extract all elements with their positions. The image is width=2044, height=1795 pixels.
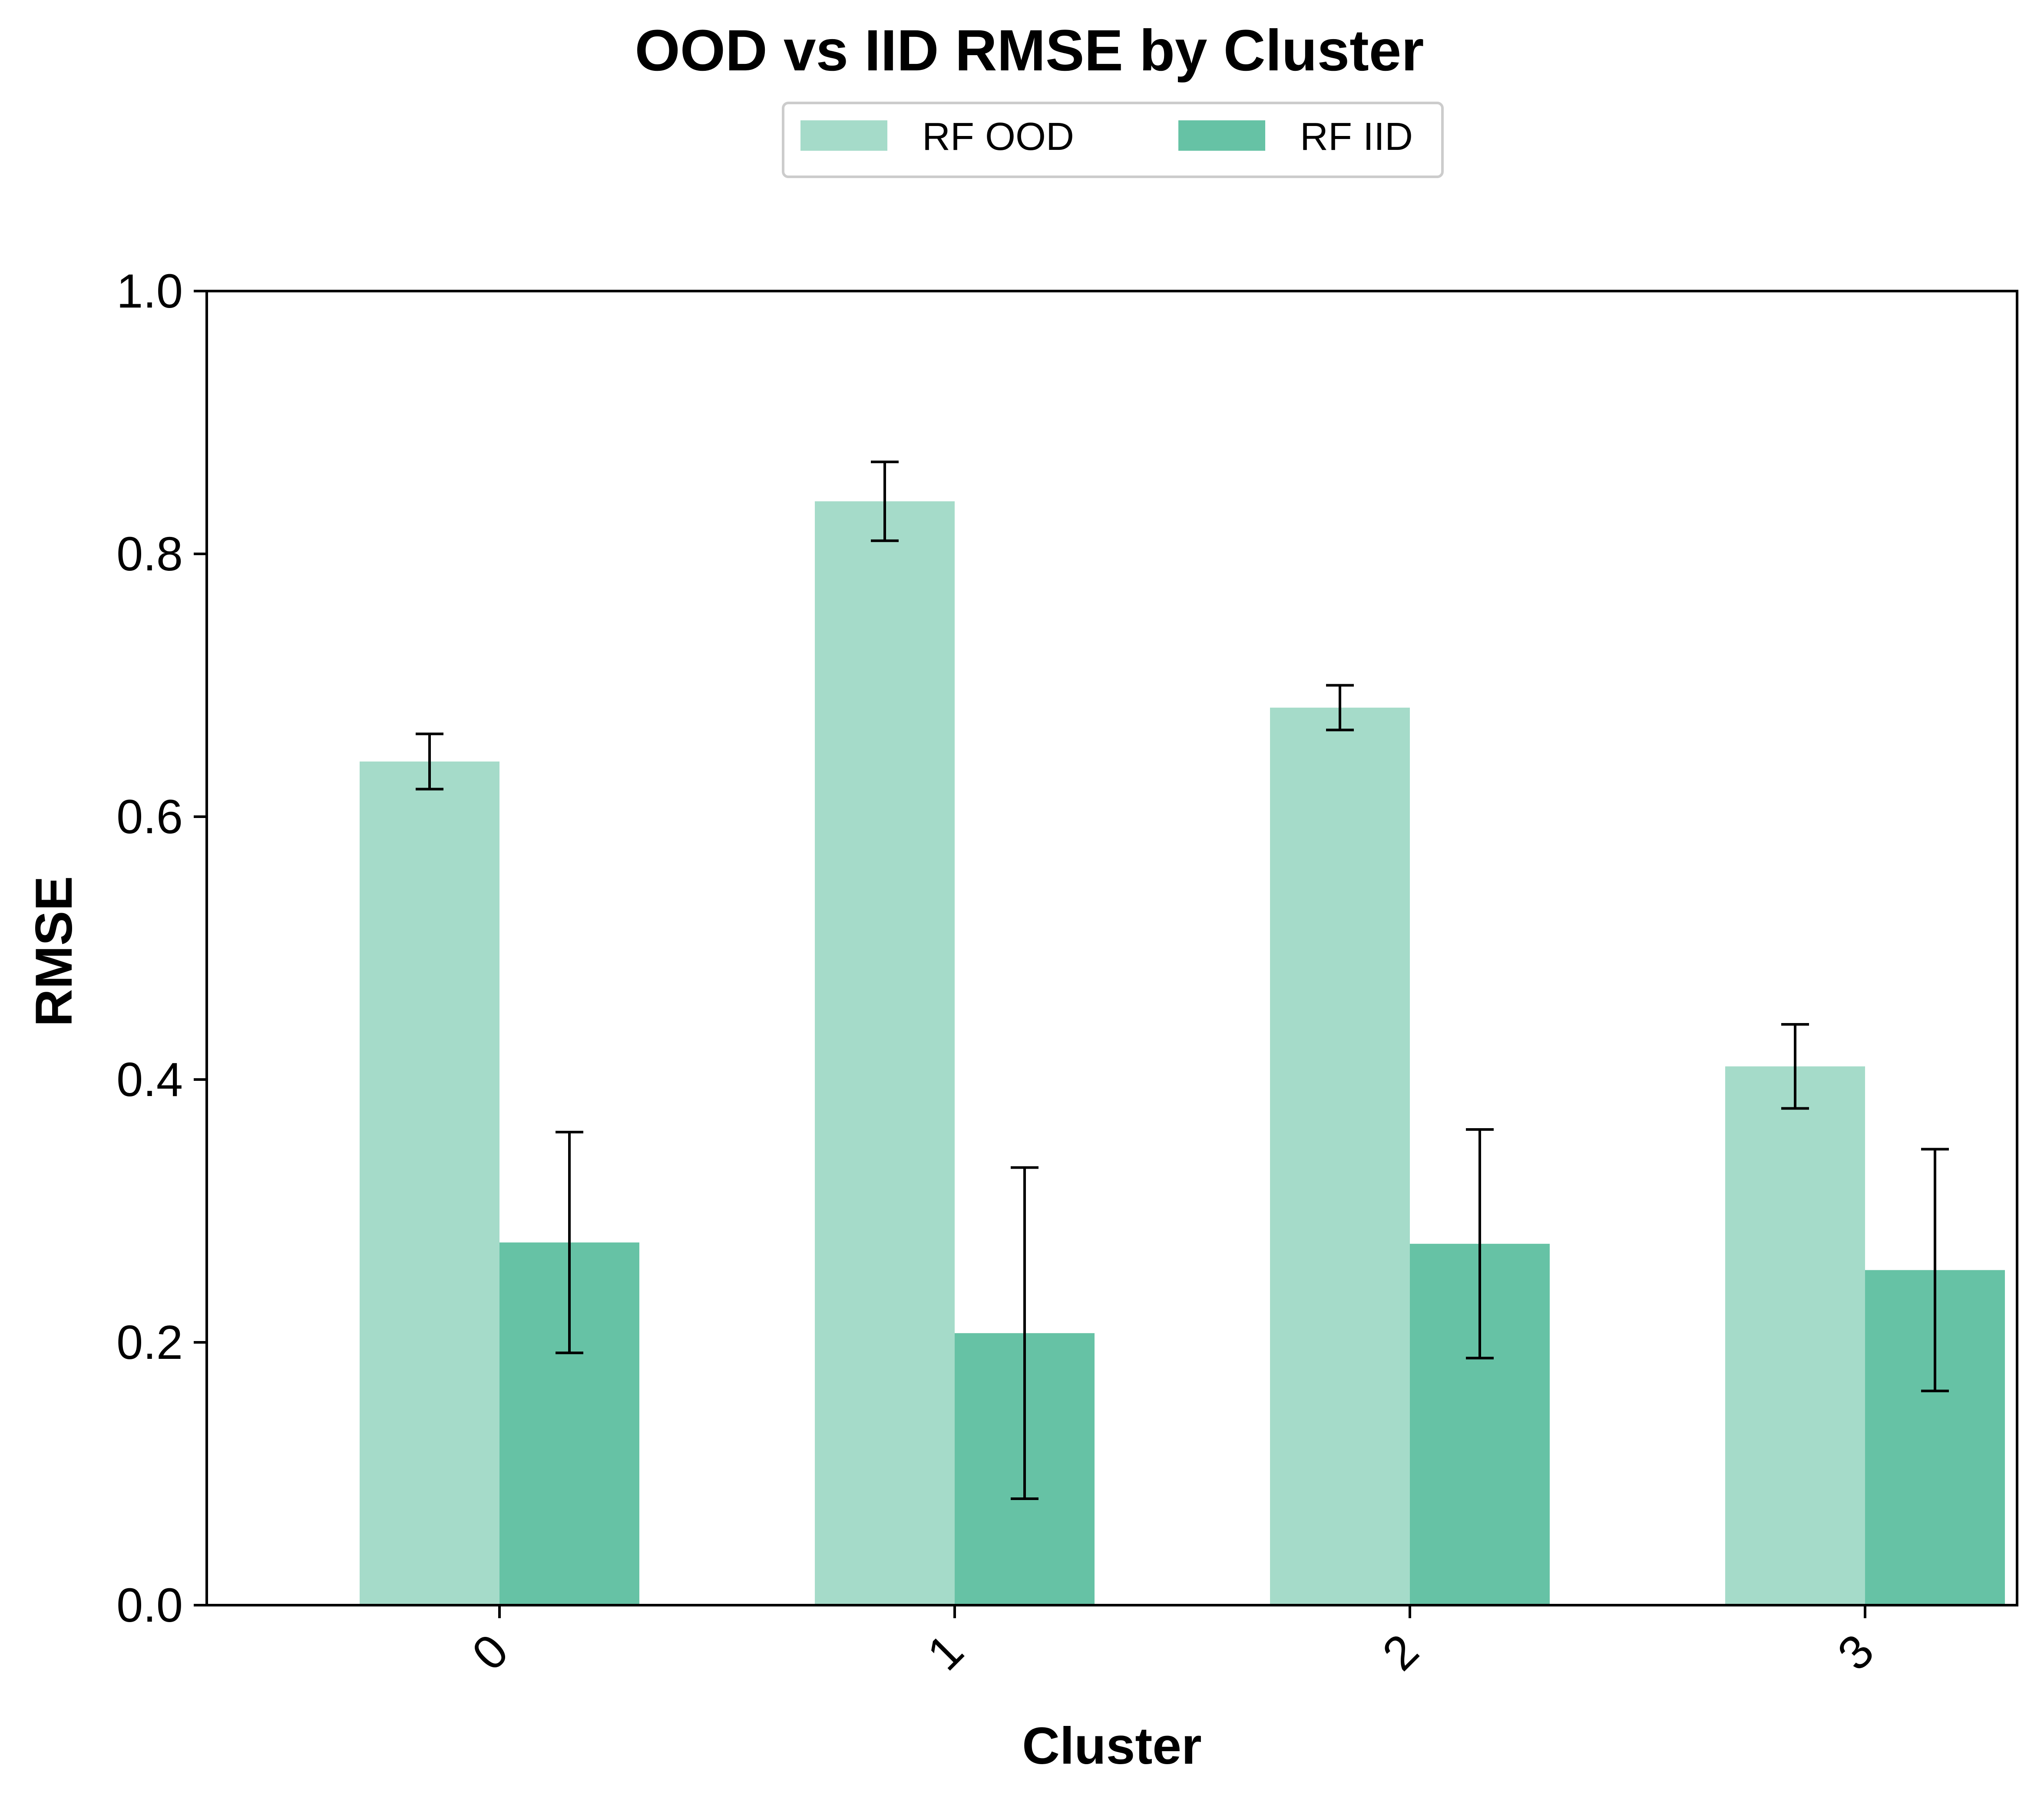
y-tick-label: 0.8 <box>116 527 183 581</box>
x-tick-label-3: 3 <box>1827 1624 1884 1680</box>
x-axis: 0 1 2 3 <box>462 1605 1884 1681</box>
legend: RF OOD RF IID <box>782 102 1444 178</box>
bar-rf-ood-cluster-0 <box>360 761 499 1605</box>
error-bar-rf-ood-cluster-1 <box>871 460 899 542</box>
x-tick-label-2: 2 <box>1372 1624 1429 1680</box>
bar-rf-ood-cluster-3 <box>1725 1066 1865 1605</box>
y-tick-label: 0.4 <box>116 1053 183 1106</box>
legend-label-rf-iid: RF IID <box>1300 115 1413 159</box>
legend-label-rf-ood: RF OOD <box>922 115 1074 159</box>
error-bar-rf-iid-cluster-1 <box>1011 1166 1039 1500</box>
legend-swatch-rf-iid <box>1178 120 1265 151</box>
bar-rf-ood-cluster-1 <box>815 501 955 1605</box>
plot-frame <box>205 290 2018 1606</box>
bars <box>360 501 2005 1605</box>
x-tick-label-1: 1 <box>917 1624 973 1680</box>
y-tick-label: 0.0 <box>116 1579 183 1632</box>
error-bars <box>416 460 1949 1500</box>
y-tick-label: 1.0 <box>116 265 183 318</box>
error-bar-rf-iid-cluster-3 <box>1921 1148 1949 1392</box>
legend-frame <box>782 102 1444 178</box>
error-bar-rf-ood-cluster-0 <box>416 732 443 791</box>
y-axis-label: RMSE <box>25 876 83 1027</box>
x-tick-label-0: 0 <box>462 1624 518 1680</box>
bar-rf-ood-cluster-2 <box>1270 707 1410 1605</box>
x-axis-label: Cluster <box>1022 1717 1201 1775</box>
error-bar-rf-iid-cluster-2 <box>1466 1128 1494 1360</box>
error-bar-rf-ood-cluster-2 <box>1326 684 1354 732</box>
y-tick-label: 0.2 <box>116 1316 183 1369</box>
error-bar-rf-ood-cluster-3 <box>1781 1023 1809 1110</box>
y-tick-label: 0.6 <box>116 790 183 844</box>
error-bar-rf-iid-cluster-0 <box>556 1131 583 1355</box>
legend-swatch-rf-ood <box>800 120 887 151</box>
chart-title: OOD vs IID RMSE by Cluster <box>635 18 1424 83</box>
y-axis: 0.0 0.2 0.4 0.6 0.8 1.0 <box>116 265 207 1632</box>
